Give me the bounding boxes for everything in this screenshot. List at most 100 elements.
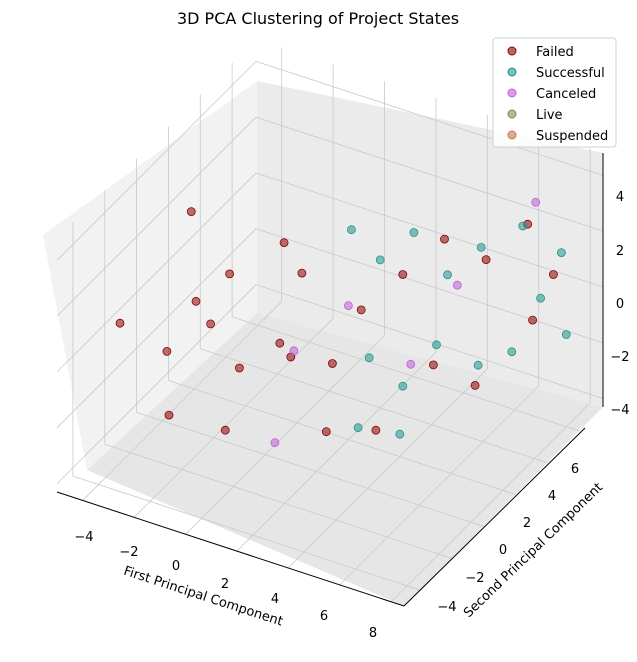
x-tick-label: −4 xyxy=(74,530,93,545)
data-point-failed xyxy=(225,269,235,279)
legend-label-failed: Failed xyxy=(536,45,574,60)
z-grid-back xyxy=(255,60,604,176)
data-point-successful xyxy=(346,225,356,235)
z-grid-side xyxy=(56,228,257,429)
z-grid-back xyxy=(255,228,604,344)
z-grid-back xyxy=(255,172,604,288)
z-grid-side xyxy=(56,116,257,317)
y-grid-floor xyxy=(136,412,484,527)
data-point-successful xyxy=(364,353,374,363)
z-grid-side xyxy=(56,172,257,373)
x-tick-label: −2 xyxy=(119,545,138,560)
legend: Failed Successful Canceled Live Suspende… xyxy=(492,37,617,148)
legend-label-suspended: Suspended xyxy=(536,129,608,144)
data-point-failed xyxy=(470,380,480,390)
x-grid-floor xyxy=(133,318,334,518)
data-point-failed xyxy=(279,238,289,248)
legend-marker-failed xyxy=(507,46,517,56)
data-point-failed xyxy=(115,318,125,328)
x-grid-floor xyxy=(185,334,385,535)
data-points xyxy=(115,197,571,448)
data-point-successful xyxy=(518,221,528,231)
data-point-failed xyxy=(234,363,244,373)
z-grid-back xyxy=(255,116,604,232)
data-point-successful xyxy=(398,381,408,391)
data-point-successful xyxy=(476,242,486,252)
x-grid-floor xyxy=(339,385,540,586)
back-pane xyxy=(257,81,603,407)
data-point-failed xyxy=(327,359,337,368)
data-point-successful xyxy=(409,228,419,237)
data-point-failed xyxy=(371,425,381,435)
x-tick-label: 0 xyxy=(172,559,180,574)
z-grid-side xyxy=(56,61,257,261)
y-grid-floor xyxy=(72,475,421,591)
data-point-failed xyxy=(206,319,216,329)
y-tick-labels: −4 −2 0 2 4 6 xyxy=(437,462,579,615)
z-tick-labels: −4 −2 0 2 4 xyxy=(610,190,629,418)
x-grid-floor xyxy=(288,368,488,569)
data-point-successful xyxy=(375,255,385,265)
data-point-successful xyxy=(432,340,441,350)
legend-label-canceled: Canceled xyxy=(536,87,596,102)
data-point-canceled xyxy=(289,346,299,356)
x-tick-label: 2 xyxy=(221,577,229,592)
data-point-successful xyxy=(507,347,517,357)
data-point-failed xyxy=(220,425,230,435)
grid-lines xyxy=(56,47,604,603)
y-grid-floor xyxy=(231,316,580,432)
data-point-failed xyxy=(356,305,366,315)
x-grid-floor xyxy=(390,402,591,603)
z-tick-label: 0 xyxy=(616,297,624,312)
data-point-successful xyxy=(353,423,363,433)
z-tick-label: 4 xyxy=(616,190,624,205)
data-point-canceled xyxy=(343,301,353,311)
data-point-successful xyxy=(473,360,483,370)
data-point-failed xyxy=(398,270,408,279)
data-point-failed xyxy=(440,234,449,244)
data-point-canceled xyxy=(406,359,416,369)
data-point-canceled xyxy=(531,197,541,207)
y-tick-label: −2 xyxy=(465,571,484,586)
data-point-failed xyxy=(297,268,307,278)
legend-box xyxy=(492,37,617,148)
x-tick-label: 4 xyxy=(271,592,279,607)
data-point-successful xyxy=(561,330,571,339)
legend-marker-live xyxy=(507,109,517,119)
z-grid-side xyxy=(56,284,257,484)
y-tick-label: 4 xyxy=(548,489,556,504)
y-axis-line xyxy=(403,427,586,607)
z-tick-label: −4 xyxy=(610,403,629,418)
legend-label-live: Live xyxy=(536,108,563,123)
data-point-failed xyxy=(186,207,196,217)
x-axis-line xyxy=(56,491,405,607)
x-grid-floor xyxy=(82,301,282,501)
legend-marker-canceled xyxy=(507,88,517,98)
y-grid-floor xyxy=(200,348,548,464)
left-pane xyxy=(43,81,257,470)
data-point-failed xyxy=(481,255,491,265)
y-tick-label: 2 xyxy=(523,516,531,531)
data-point-failed xyxy=(162,346,172,356)
data-point-failed xyxy=(321,427,331,437)
z-tick-label: −2 xyxy=(610,350,629,365)
back-panes xyxy=(43,81,603,606)
z-grid-back xyxy=(255,284,604,400)
chart-title: 3D PCA Clustering of Project States xyxy=(177,9,459,28)
y-tick-label: 0 xyxy=(499,543,507,558)
y-tick-label: 6 xyxy=(571,462,579,477)
data-point-canceled xyxy=(452,280,462,290)
y-grid-floor xyxy=(168,380,516,495)
data-point-canceled xyxy=(270,438,280,448)
data-point-failed xyxy=(549,270,558,279)
x-axis-label: First Principal Component xyxy=(122,564,285,630)
z-tick-label: 2 xyxy=(616,244,624,259)
data-point-successful xyxy=(536,293,545,303)
data-point-failed xyxy=(428,360,438,370)
data-point-successful xyxy=(395,429,405,439)
y-grid-floor xyxy=(104,443,452,559)
legend-label-successful: Successful xyxy=(536,66,605,81)
data-point-failed xyxy=(191,296,201,306)
